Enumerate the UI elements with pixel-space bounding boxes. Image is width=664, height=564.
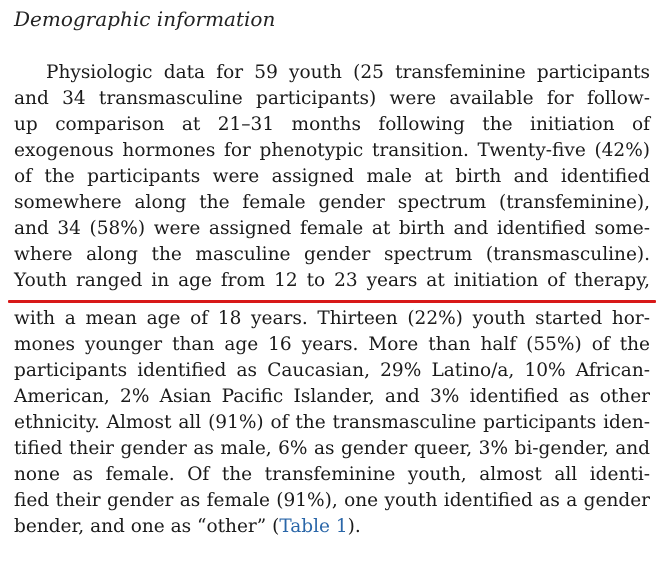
paragraph-line: where along the masculine gender spectru… <box>14 244 650 265</box>
table-1-link[interactable]: Table 1 <box>279 516 348 537</box>
paragraph-line: participants identified as Caucasian, 29… <box>14 360 650 381</box>
paragraph-line: with a mean age of 18 years. Thirteen (2… <box>14 308 650 329</box>
paragraph-line: mones younger than age 16 years. More th… <box>14 334 650 355</box>
paragraph-line: none as female. Of the transfeminine you… <box>14 464 650 485</box>
paragraph-line: American, 2% Asian Pacific Islander, and… <box>14 386 650 407</box>
section-heading: Demographic information <box>14 7 276 31</box>
paragraph-line: fied their gender as female (91%), one y… <box>14 490 650 511</box>
paragraph-line: up comparison at 21–31 months following … <box>14 114 650 135</box>
paragraph-line: and 34 (58%) were assigned female at bir… <box>14 218 650 239</box>
paragraph-line: of the participants were assigned male a… <box>14 166 650 187</box>
last-line-end: ). <box>347 516 361 537</box>
paragraph-line: Physiologic data for 59 youth (25 transf… <box>46 62 650 83</box>
paragraph-line: exogenous hormones for phenotypic transi… <box>14 140 650 161</box>
highlighted-line: Youth ranged in age from 12 to 23 years … <box>14 270 650 291</box>
paragraph-line: ethnicity. Almost all (91%) of the trans… <box>14 412 650 433</box>
paragraph-line: somewhere along the female gender spectr… <box>14 192 650 213</box>
paragraph-last-line: bender, and one as “other” (Table 1). <box>14 514 650 540</box>
red-underline-annotation <box>8 300 656 303</box>
last-line-text: bender, and one as “other” ( <box>14 516 280 537</box>
paragraph-line: and 34 transmasculine participants) were… <box>14 88 650 109</box>
paragraph-line: tified their gender as male, 6% as gende… <box>14 438 650 459</box>
